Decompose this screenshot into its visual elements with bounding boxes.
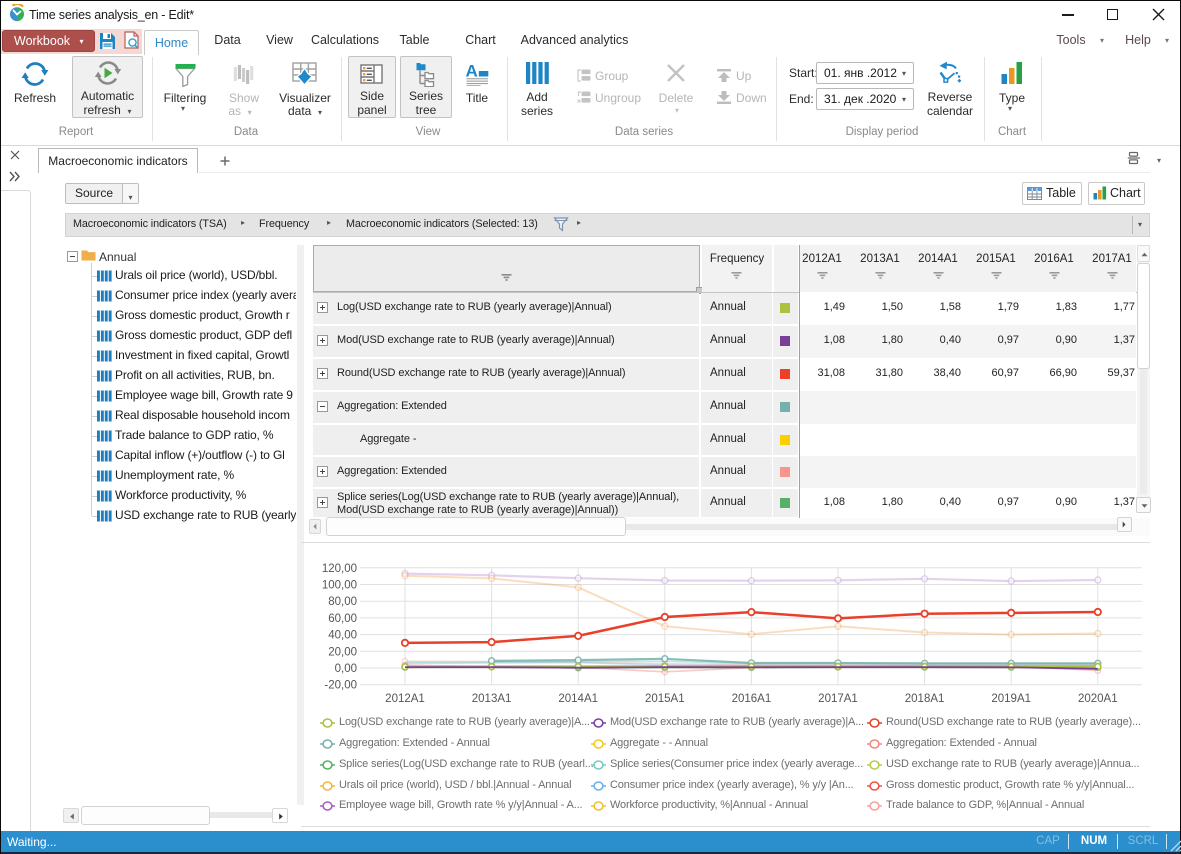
svg-text:2012A1: 2012A1 xyxy=(385,693,425,705)
svg-text:2019A1: 2019A1 xyxy=(991,693,1031,705)
svg-text:20,00: 20,00 xyxy=(328,646,357,658)
svg-text:100,00: 100,00 xyxy=(322,580,357,592)
svg-text:2018A1: 2018A1 xyxy=(905,693,945,705)
svg-text:2017A1: 2017A1 xyxy=(818,693,858,705)
svg-text:60,00: 60,00 xyxy=(328,613,357,625)
svg-text:0,00: 0,00 xyxy=(335,663,357,675)
svg-text:A: A xyxy=(466,62,478,81)
svg-text:2020A1: 2020A1 xyxy=(1078,693,1118,705)
svg-text:2016A1: 2016A1 xyxy=(732,693,772,705)
svg-text:2015A1: 2015A1 xyxy=(645,693,685,705)
svg-text:80,00: 80,00 xyxy=(328,596,357,608)
svg-text:120,00: 120,00 xyxy=(322,563,357,575)
svg-text:2013A1: 2013A1 xyxy=(472,693,512,705)
svg-text:2014A1: 2014A1 xyxy=(558,693,598,705)
svg-text:40,00: 40,00 xyxy=(328,630,357,642)
svg-text:-20,00: -20,00 xyxy=(324,680,357,692)
